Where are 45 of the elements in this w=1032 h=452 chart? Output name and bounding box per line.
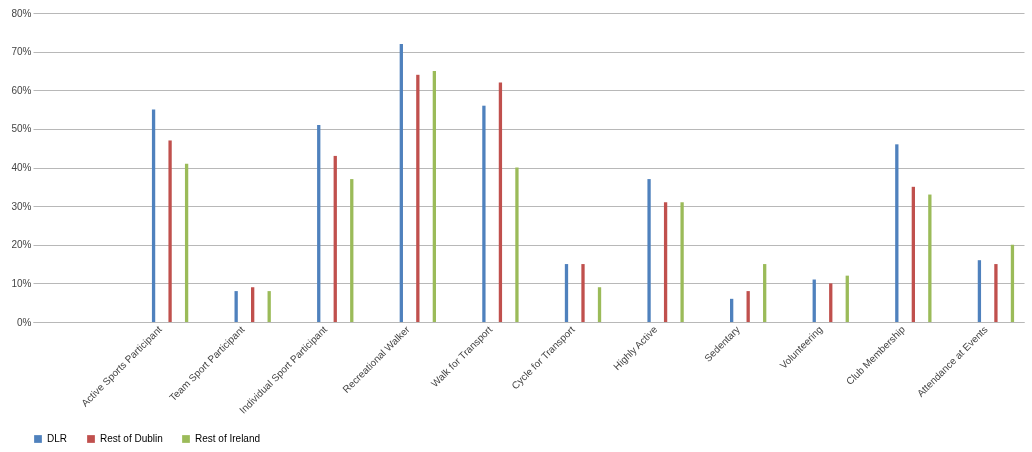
bar: [564, 264, 569, 322]
bar: [151, 109, 156, 322]
bar: [184, 163, 189, 322]
legend-label: DLR: [47, 433, 68, 444]
bar: [482, 105, 486, 322]
bar: [928, 194, 932, 322]
bar: [763, 264, 767, 322]
bar: [317, 125, 321, 322]
bar: [746, 291, 750, 322]
bar: [1010, 244, 1015, 322]
y-tick-label: 20%: [11, 239, 32, 251]
bar: [416, 74, 420, 322]
bar: [234, 291, 238, 322]
legend-label: Rest of Dublin: [100, 433, 163, 444]
bar: [498, 82, 503, 322]
legend-label: Rest of Ireland: [195, 433, 261, 444]
bar: [895, 144, 899, 322]
bar: [333, 155, 337, 322]
y-tick-label: 40%: [11, 162, 32, 173]
bar: [647, 179, 651, 322]
bar: [251, 287, 255, 322]
y-tick-label: 60%: [11, 84, 32, 96]
y-tick-label: 0%: [17, 316, 32, 328]
y-tick-label: 50%: [11, 123, 32, 135]
bar: [730, 298, 734, 322]
y-tick-label: 30%: [11, 200, 32, 212]
y-tick-label: 70%: [11, 46, 32, 58]
y-tick-label: 80%: [11, 7, 32, 19]
bar: [597, 287, 602, 322]
bar: [977, 260, 982, 322]
bar: [399, 43, 403, 322]
bar: [432, 70, 437, 322]
bar: [911, 186, 915, 322]
bar: [515, 167, 519, 322]
bar: [168, 140, 172, 322]
bar: [267, 291, 271, 322]
bar: [680, 202, 684, 322]
bar: [581, 264, 585, 322]
bar: [845, 275, 849, 322]
bar: [663, 202, 668, 322]
bar: [829, 283, 833, 322]
bar: [812, 279, 816, 322]
bar: [994, 264, 998, 322]
bar: [350, 179, 354, 322]
y-tick-label: 10%: [11, 277, 32, 289]
